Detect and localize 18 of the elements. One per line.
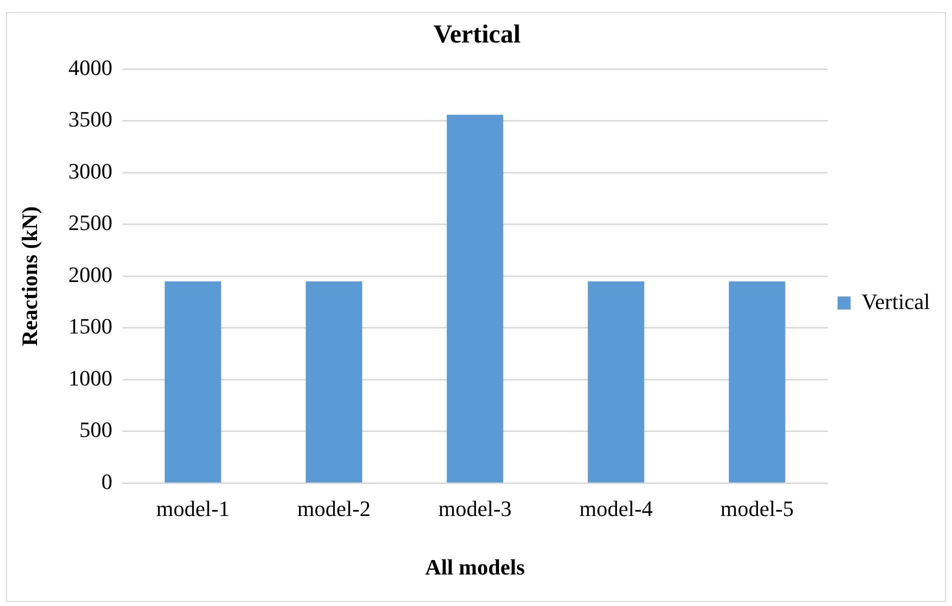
y-tick-label: 0 [101, 468, 112, 494]
x-tick-label: model-2 [297, 496, 371, 522]
y-tick-label: 2500 [68, 210, 112, 236]
x-tick-label: model-3 [438, 496, 512, 522]
x-tick-label: model-1 [156, 496, 230, 522]
y-tick-label: 3000 [68, 158, 112, 184]
y-tick-label: 2000 [68, 262, 112, 287]
x-axis-title: All models [425, 554, 526, 580]
y-tick-label: 3500 [68, 106, 112, 132]
y-axis-title: Reactions (kN) [16, 206, 42, 346]
y-tick-label: 1500 [68, 314, 112, 339]
y-tick-label: 1000 [68, 365, 112, 390]
y-tick-label: 500 [79, 417, 112, 442]
x-tick-label: model-4 [579, 496, 653, 522]
x-tick-label: model-5 [720, 496, 794, 522]
legend-label: Vertical [862, 288, 930, 314]
chart-title: Vertical [433, 19, 521, 48]
y-tick-label: 4000 [68, 54, 112, 80]
